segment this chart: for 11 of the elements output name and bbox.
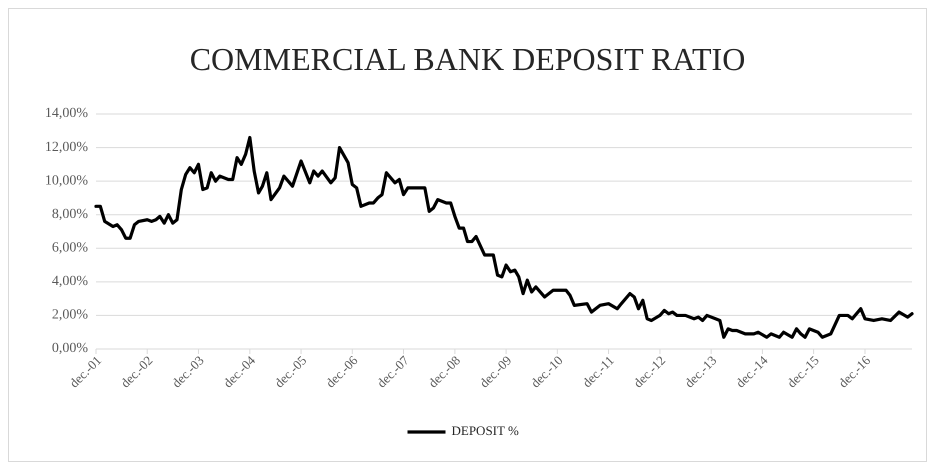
chart-title: COMMERCIAL BANK DEPOSIT RATIO bbox=[190, 41, 746, 77]
y-tick-label: 10,00% bbox=[44, 173, 88, 188]
y-tick-label: 2,00% bbox=[52, 308, 88, 323]
y-tick-label: 6,00% bbox=[52, 240, 88, 256]
legend-label: DEPOSIT % bbox=[452, 422, 519, 438]
y-tick-label: 4,00% bbox=[52, 274, 88, 290]
y-tick-label: 0,00% bbox=[52, 341, 88, 356]
y-tick-label: 8,00% bbox=[52, 206, 88, 222]
y-tick-label: 12,00% bbox=[44, 140, 88, 155]
line-series bbox=[94, 136, 914, 339]
y-tick-label: 14,00% bbox=[44, 106, 88, 122]
